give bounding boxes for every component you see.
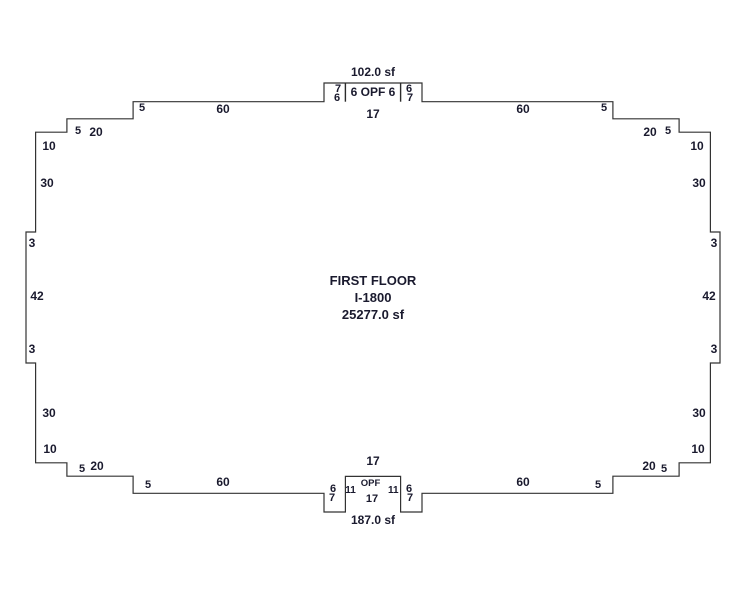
svg-text:5: 5 [661,463,667,475]
svg-text:42: 42 [702,289,716,303]
svg-text:5: 5 [665,125,671,137]
svg-text:20: 20 [642,459,656,473]
svg-text:11: 11 [345,485,356,496]
svg-text:20: 20 [90,459,104,473]
svg-text:10: 10 [690,139,704,153]
svg-text:3: 3 [29,236,36,250]
svg-text:30: 30 [692,176,706,190]
svg-text:6: 6 [334,92,340,104]
svg-text:30: 30 [692,406,706,420]
svg-text:60: 60 [216,475,230,489]
svg-text:5: 5 [75,125,81,137]
svg-text:17: 17 [366,107,380,121]
svg-text:5: 5 [145,479,151,491]
svg-text:5: 5 [601,102,607,114]
svg-text:I-1800: I-1800 [355,290,392,305]
svg-text:3: 3 [711,342,718,356]
svg-text:7: 7 [407,92,413,104]
svg-text:60: 60 [516,102,530,116]
svg-text:187.0 sf: 187.0 sf [351,513,396,527]
svg-text:OPF: OPF [361,478,381,489]
svg-text:FIRST FLOOR: FIRST FLOOR [330,273,417,288]
svg-text:17: 17 [366,454,380,468]
svg-text:30: 30 [40,176,54,190]
svg-text:42: 42 [30,289,44,303]
svg-text:60: 60 [216,102,230,116]
svg-text:25277.0 sf: 25277.0 sf [342,307,405,322]
svg-text:3: 3 [711,236,718,250]
svg-text:10: 10 [42,139,56,153]
svg-text:102.0 sf: 102.0 sf [351,65,396,79]
svg-text:17: 17 [366,493,378,505]
svg-text:60: 60 [516,475,530,489]
svg-text:10: 10 [43,442,57,456]
svg-text:5: 5 [595,479,601,491]
svg-text:7: 7 [407,492,413,504]
svg-text:7: 7 [329,492,335,504]
svg-text:11: 11 [388,485,399,496]
svg-text:20: 20 [89,125,103,139]
svg-text:20: 20 [643,125,657,139]
svg-text:3: 3 [29,342,36,356]
svg-text:5: 5 [79,463,85,475]
svg-text:6 OPF 6: 6 OPF 6 [351,85,396,99]
svg-text:5: 5 [139,102,145,114]
svg-text:10: 10 [691,442,705,456]
svg-text:30: 30 [42,406,56,420]
